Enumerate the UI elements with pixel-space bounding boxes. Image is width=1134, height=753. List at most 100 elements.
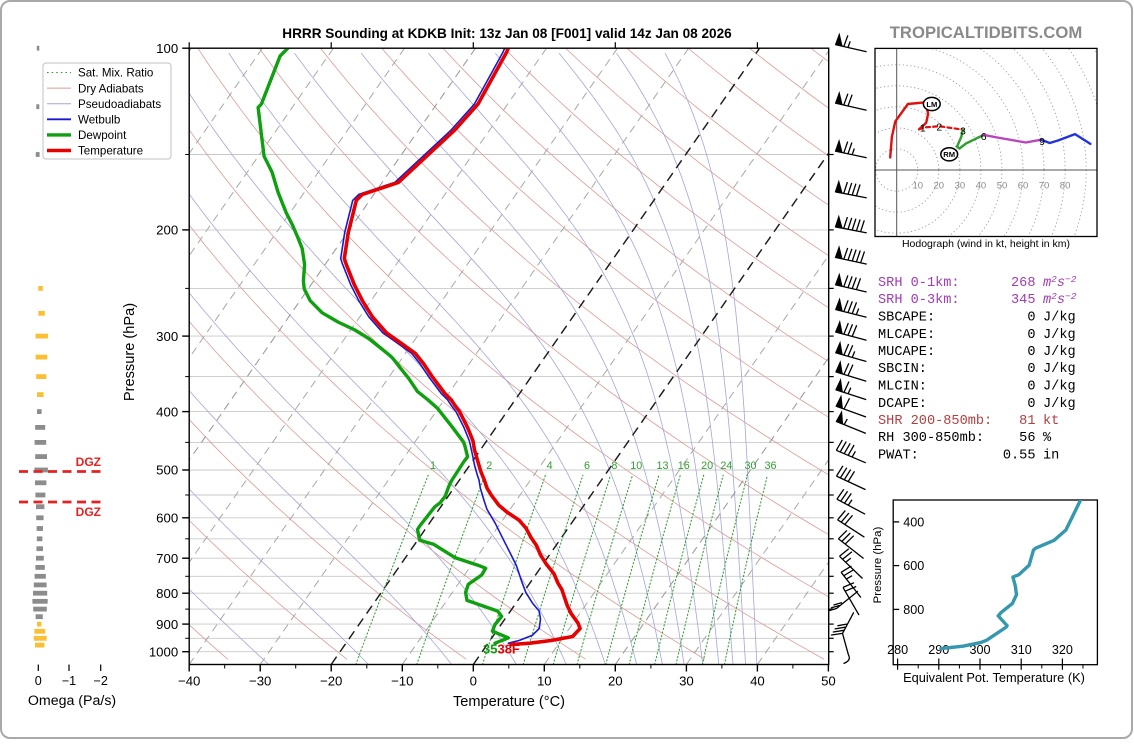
- svg-text:70: 70: [1039, 181, 1050, 192]
- svg-text:Dewpoint: Dewpoint: [78, 129, 127, 142]
- svg-text:kt: kt: [1043, 414, 1059, 429]
- svg-text:DGZ: DGZ: [76, 505, 101, 519]
- svg-text:50: 50: [997, 181, 1008, 192]
- svg-text:0: 0: [1027, 362, 1035, 377]
- svg-text:2: 2: [936, 122, 942, 134]
- svg-text:80: 80: [1060, 181, 1071, 192]
- svg-text:9: 9: [1039, 136, 1045, 148]
- svg-text:0: 0: [1027, 311, 1035, 326]
- svg-text:500: 500: [156, 463, 178, 478]
- svg-text:30: 30: [955, 181, 966, 192]
- svg-text:300: 300: [156, 329, 178, 344]
- svg-text:30: 30: [679, 674, 694, 689]
- svg-text:Pseudoadiabats: Pseudoadiabats: [78, 98, 161, 111]
- svg-text:0.55: 0.55: [1003, 449, 1036, 464]
- svg-text:320: 320: [1052, 643, 1073, 657]
- svg-text:2: 2: [486, 460, 492, 472]
- svg-text:700: 700: [156, 551, 178, 566]
- svg-text:HRRR Sounding at KDKB Init: 13: HRRR Sounding at KDKB Init: 13z Jan 08 […: [282, 26, 732, 41]
- svg-text:6: 6: [584, 460, 590, 472]
- svg-text:40: 40: [750, 674, 765, 689]
- svg-text:MUCAPE:: MUCAPE:: [878, 345, 935, 360]
- svg-text:LM: LM: [926, 100, 937, 109]
- svg-text:36: 36: [764, 460, 776, 472]
- svg-text:Pressure (hPa): Pressure (hPa): [872, 527, 884, 604]
- svg-text:800: 800: [903, 603, 924, 617]
- svg-text:RH 300-850mb:: RH 300-850mb:: [878, 431, 984, 446]
- svg-text:MLCIN:: MLCIN:: [878, 380, 927, 395]
- svg-text:50: 50: [821, 674, 836, 689]
- svg-text:−40: −40: [178, 674, 200, 689]
- svg-text:345: 345: [1011, 293, 1035, 308]
- svg-text:1000: 1000: [149, 644, 178, 659]
- svg-text:10: 10: [537, 674, 552, 689]
- svg-text:310: 310: [1011, 643, 1032, 657]
- svg-text:200: 200: [156, 223, 178, 238]
- svg-text:DCAPE:: DCAPE:: [878, 397, 927, 412]
- svg-text:600: 600: [903, 559, 924, 573]
- svg-text:J/kg: J/kg: [1043, 380, 1076, 395]
- svg-text:13: 13: [656, 460, 668, 472]
- svg-text:Wetbulb: Wetbulb: [78, 114, 120, 127]
- svg-text:Temperature: Temperature: [78, 145, 143, 158]
- svg-text:81: 81: [1019, 414, 1035, 429]
- svg-text:20: 20: [934, 181, 945, 192]
- svg-text:TROPICALTIDBITS.COM: TROPICALTIDBITS.COM: [890, 23, 1083, 42]
- svg-text:800: 800: [156, 586, 178, 601]
- svg-text:Pressure (hPa): Pressure (hPa): [122, 303, 138, 401]
- svg-text:Omega (Pa/s): Omega (Pa/s): [28, 693, 116, 709]
- svg-text:20: 20: [701, 460, 713, 472]
- svg-text:−20: −20: [320, 674, 342, 689]
- svg-text:3: 3: [960, 126, 966, 138]
- svg-text:RM: RM: [943, 150, 955, 159]
- svg-text:1: 1: [430, 460, 436, 472]
- svg-text:20: 20: [608, 674, 623, 689]
- svg-text:SBCIN:: SBCIN:: [878, 362, 927, 377]
- svg-text:0: 0: [1027, 397, 1035, 412]
- svg-text:268: 268: [1011, 276, 1035, 291]
- svg-text:PWAT:: PWAT:: [878, 449, 919, 464]
- svg-text:−30: −30: [249, 674, 271, 689]
- svg-text:Equivalent Pot. Temperature (K: Equivalent Pot. Temperature (K): [903, 670, 1085, 685]
- svg-text:%: %: [1043, 431, 1052, 446]
- svg-text:J/kg: J/kg: [1043, 397, 1076, 412]
- svg-text:600: 600: [156, 511, 178, 526]
- svg-text:24: 24: [720, 460, 732, 472]
- svg-text:SRH 0-3km:: SRH 0-3km:: [878, 293, 960, 308]
- svg-text:10: 10: [630, 460, 642, 472]
- svg-text:4: 4: [547, 460, 553, 472]
- svg-text:16: 16: [678, 460, 690, 472]
- svg-text:Sat. Mix. Ratio: Sat. Mix. Ratio: [78, 67, 153, 80]
- svg-text:SRH 0-1km:: SRH 0-1km:: [878, 276, 960, 291]
- svg-text:6: 6: [981, 131, 987, 143]
- svg-text:0: 0: [1027, 345, 1035, 360]
- svg-text:8: 8: [611, 460, 617, 472]
- svg-text:56: 56: [1019, 431, 1035, 446]
- svg-text:400: 400: [903, 515, 924, 529]
- svg-text:−10: −10: [391, 674, 413, 689]
- svg-text:3538F: 3538F: [483, 642, 520, 657]
- svg-text:Hodograph (wind in kt, height: Hodograph (wind in kt, height in km): [902, 238, 1070, 250]
- svg-text:Temperature (°C): Temperature (°C): [453, 694, 565, 710]
- svg-text:J/kg: J/kg: [1043, 345, 1076, 360]
- svg-text:−1: −1: [62, 674, 76, 688]
- svg-text:−2: −2: [94, 674, 108, 688]
- svg-text:J/kg: J/kg: [1043, 362, 1076, 377]
- svg-text:MLCAPE:: MLCAPE:: [878, 328, 935, 343]
- svg-text:0: 0: [1027, 380, 1035, 395]
- svg-text:400: 400: [156, 404, 178, 419]
- svg-text:290: 290: [928, 643, 949, 657]
- svg-text:in: in: [1043, 449, 1059, 464]
- svg-text:Dry Adiabats: Dry Adiabats: [78, 82, 144, 95]
- svg-text:SBCAPE:: SBCAPE:: [878, 311, 935, 326]
- svg-text:40: 40: [976, 181, 987, 192]
- svg-text:0: 0: [1027, 328, 1035, 343]
- svg-text:30: 30: [744, 460, 756, 472]
- svg-text:900: 900: [156, 617, 178, 632]
- svg-text:100: 100: [156, 41, 178, 56]
- svg-text:SHR 200-850mb:: SHR 200-850mb:: [878, 414, 992, 429]
- svg-text:DGZ: DGZ: [76, 455, 101, 469]
- svg-text:J/kg: J/kg: [1043, 311, 1076, 326]
- svg-text:0: 0: [470, 674, 477, 689]
- svg-text:10: 10: [913, 181, 924, 192]
